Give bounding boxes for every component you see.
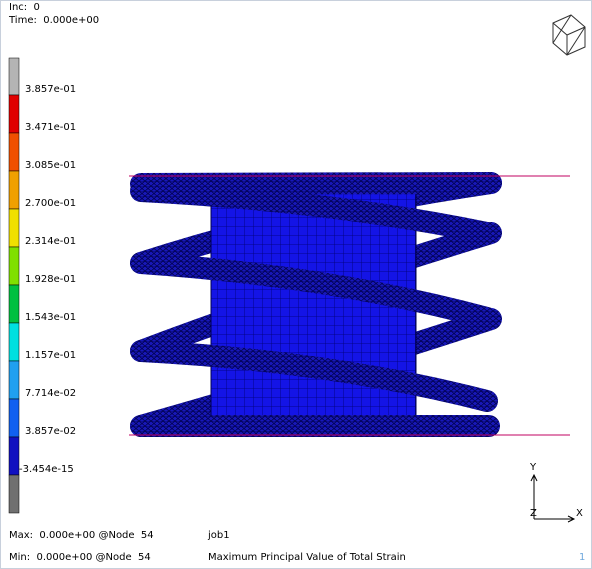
job-name: job1 [208,530,230,541]
legend-label: 3.085e-01 [25,160,77,171]
legend-label: 3.471e-01 [25,122,77,133]
inc: Inc: 0 [9,2,40,13]
legend-label: 3.857e-02 [25,426,77,437]
axis-label: X [576,508,583,519]
legend-label: 7.714e-02 [25,388,77,399]
legend-label: 1.928e-01 [25,274,77,285]
axis-triad [530,473,576,523]
quantity: Maximum Principal Value of Total Strain [208,552,406,563]
axis-label: Z [530,508,537,519]
coil-front [130,172,502,438]
legend-label: 2.700e-01 [25,198,77,209]
legend-label: 2.314e-01 [25,236,77,247]
legend-label: 1.543e-01 [25,312,77,323]
legend-label: 3.857e-01 [25,84,77,95]
legend-label: -3.454e-15 [19,464,74,475]
legend-label: 1.157e-01 [25,350,77,361]
max-info: Max: 0.000e+00 @Node 54 [9,530,154,541]
page-number: 1 [579,552,586,563]
view-icon [552,14,586,56]
legend-bar [8,57,20,514]
time: Time: 0.000e+00 [9,15,100,26]
min-info: Min: 0.000e+00 @Node 54 [9,552,151,563]
axis-label: Y [530,462,537,473]
